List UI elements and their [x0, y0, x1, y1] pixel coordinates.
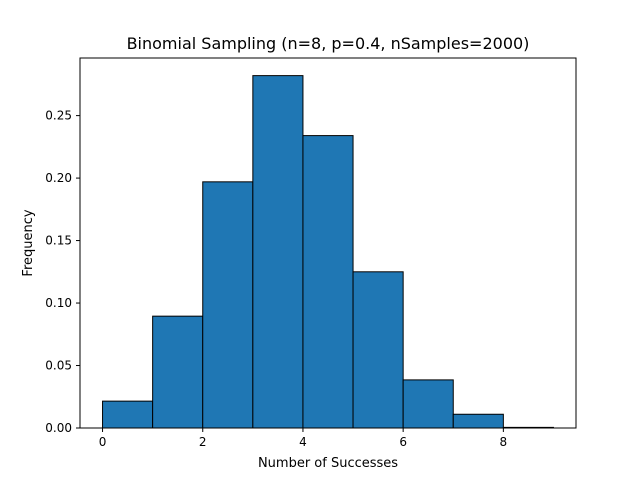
x-tick-label: 0: [99, 435, 107, 449]
x-axis-label: Number of Successes: [258, 456, 398, 471]
y-tick-label: 0.00: [45, 421, 72, 435]
y-tick-label: 0.10: [45, 296, 72, 310]
y-tick-label: 0.05: [45, 359, 72, 373]
x-axis-ticks: 0 2 4 6 8: [99, 428, 507, 449]
bars-group: [102, 75, 554, 429]
y-axis-label: Frequency: [21, 209, 36, 276]
histogram-bar-3: [252, 75, 304, 429]
histogram-bar-4: [302, 135, 354, 429]
x-tick-label: 8: [500, 435, 508, 449]
y-tick-label: 0.20: [45, 171, 72, 185]
axes-frame: [79, 57, 577, 429]
x-tick-label: 2: [199, 435, 207, 449]
y-axis-ticks: 0.00 0.05 0.10 0.15 0.20 0.25: [45, 109, 80, 435]
histogram-bar-6: [402, 379, 454, 429]
y-tick-label: 0.15: [45, 234, 72, 248]
histogram-bar-0: [102, 400, 154, 429]
histogram-bar-2: [202, 181, 254, 429]
chart-title: Binomial Sampling (n=8, p=0.4, nSamples=…: [127, 34, 530, 53]
histogram-bar-1: [152, 315, 204, 429]
x-tick-label: 4: [299, 435, 307, 449]
y-tick-label: 0.25: [45, 109, 72, 123]
histogram-bar-5: [352, 271, 404, 429]
x-tick-label: 6: [399, 435, 407, 449]
histogram-bar-7: [452, 413, 504, 429]
